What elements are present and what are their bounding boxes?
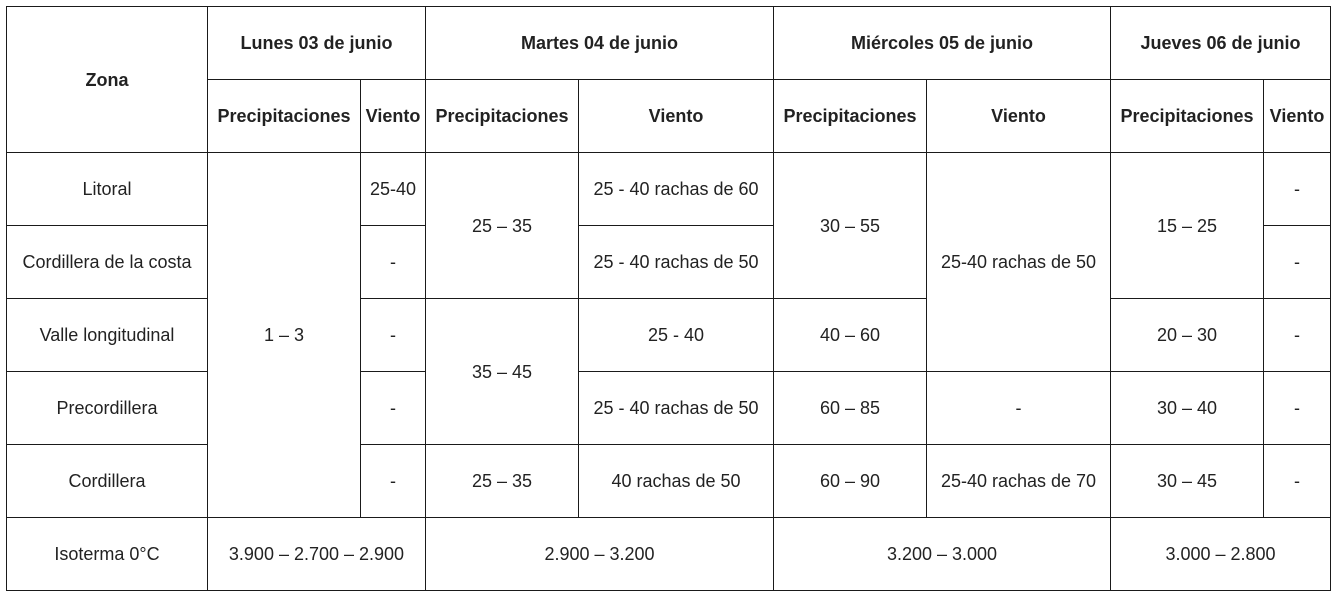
isoterma-lunes: 3.900 – 2.700 – 2.900 (207, 517, 426, 591)
jueves-viento-precordillera: - (1263, 371, 1332, 445)
header-viento-miercoles: Viento (926, 79, 1112, 153)
table-row-litoral: Litoral 1 – 3 25-40 25 – 35 25 - 40 rach… (6, 152, 1332, 518)
martes-viento-costa: 25 - 40 rachas de 50 (577, 225, 775, 299)
header-day-miercoles: Miércoles 05 de junio (773, 6, 1112, 80)
zone-cordillera-costa: Cordillera de la costa (6, 225, 208, 299)
jueves-precip-valle: 20 – 30 (1110, 298, 1265, 372)
miercoles-viento-cordillera: 25-40 rachas de 70 (926, 444, 1112, 518)
header-viento-lunes: Viento (360, 79, 426, 153)
header-zona: Zona (6, 6, 208, 153)
martes-viento-cordillera: 40 rachas de 50 (577, 444, 775, 518)
table-row-cordillera-costa: Cordillera de la costa - 25 - 40 rachas … (6, 225, 1332, 299)
table-row-isoterma: Isoterma 0°C 3.900 – 2.700 – 2.900 2.900… (6, 517, 1332, 591)
jueves-precip-litoral-costa: 15 – 25 (1110, 152, 1265, 299)
martes-precip-cordillera: 25 – 35 (425, 444, 579, 518)
jueves-viento-costa: - (1263, 225, 1332, 299)
jueves-viento-litoral: - (1263, 152, 1332, 226)
zone-precordillera: Precordillera (6, 371, 208, 445)
header-precip-lunes: Precipitaciones (207, 79, 361, 153)
isoterma-miercoles: 3.200 – 3.000 (773, 517, 1112, 591)
jueves-precip-precordillera: 30 – 40 (1110, 371, 1265, 445)
header-precip-martes: Precipitaciones (425, 79, 579, 153)
martes-viento-litoral: 25 - 40 rachas de 60 (577, 152, 775, 226)
zone-valle: Valle longitudinal (6, 298, 208, 372)
isoterma-label: Isoterma 0°C (6, 517, 208, 591)
jueves-viento-valle: - (1263, 298, 1332, 372)
miercoles-precip-precordillera: 60 – 85 (773, 371, 928, 445)
header-row-days: Zona Lunes 03 de junio Martes 04 de juni… (6, 6, 1332, 153)
header-viento-martes: Viento (577, 79, 775, 153)
miercoles-viento-litoral-valle: 25-40 rachas de 50 (926, 152, 1112, 372)
lunes-precip: 1 – 3 (207, 152, 361, 518)
miercoles-precip-valle: 40 – 60 (773, 298, 928, 372)
isoterma-jueves: 3.000 – 2.800 (1110, 517, 1332, 591)
martes-precip-valle-precordillera: 35 – 45 (425, 298, 579, 445)
miercoles-precip-litoral-costa: 30 – 55 (773, 152, 928, 299)
miercoles-viento-precordillera: - (926, 371, 1112, 445)
lunes-viento-cordillera: - (360, 444, 426, 518)
header-precip-miercoles: Precipitaciones (773, 79, 928, 153)
header-row-variables: Precipitaciones Viento Precipitaciones V… (7, 79, 1332, 153)
lunes-viento-valle: - (360, 298, 426, 372)
lunes-viento-litoral: 25-40 (360, 152, 426, 226)
header-day-martes: Martes 04 de junio (424, 6, 775, 80)
forecast-table: Zona Lunes 03 de junio Martes 04 de juni… (6, 6, 1332, 591)
jueves-precip-cordillera: 30 – 45 (1110, 444, 1265, 518)
header-precip-jueves: Precipitaciones (1110, 79, 1265, 153)
header-viento-jueves: Viento (1263, 79, 1332, 153)
table-row-cordillera: Cordillera - 25 – 35 40 rachas de 50 60 … (6, 444, 1332, 518)
martes-viento-valle: 25 - 40 (577, 298, 775, 372)
lunes-viento-costa: - (360, 225, 426, 299)
zone-litoral: Litoral (6, 152, 208, 226)
header-day-jueves: Jueves 06 de junio (1110, 6, 1332, 80)
table-row-valle: Valle longitudinal - 35 – 45 25 - 40 40 … (6, 298, 1332, 445)
header-day-lunes: Lunes 03 de junio (207, 6, 426, 80)
martes-viento-precordillera: 25 - 40 rachas de 50 (577, 371, 775, 445)
jueves-viento-cordillera: - (1263, 444, 1332, 518)
isoterma-martes: 2.900 – 3.200 (424, 517, 775, 591)
lunes-viento-precordillera: - (360, 371, 426, 445)
table-row-precordillera: Precordillera - 25 - 40 rachas de 50 60 … (6, 371, 1332, 445)
zone-cordillera: Cordillera (6, 444, 208, 518)
miercoles-precip-cordillera: 60 – 90 (773, 444, 928, 518)
martes-precip-litoral-costa: 25 – 35 (425, 152, 579, 299)
